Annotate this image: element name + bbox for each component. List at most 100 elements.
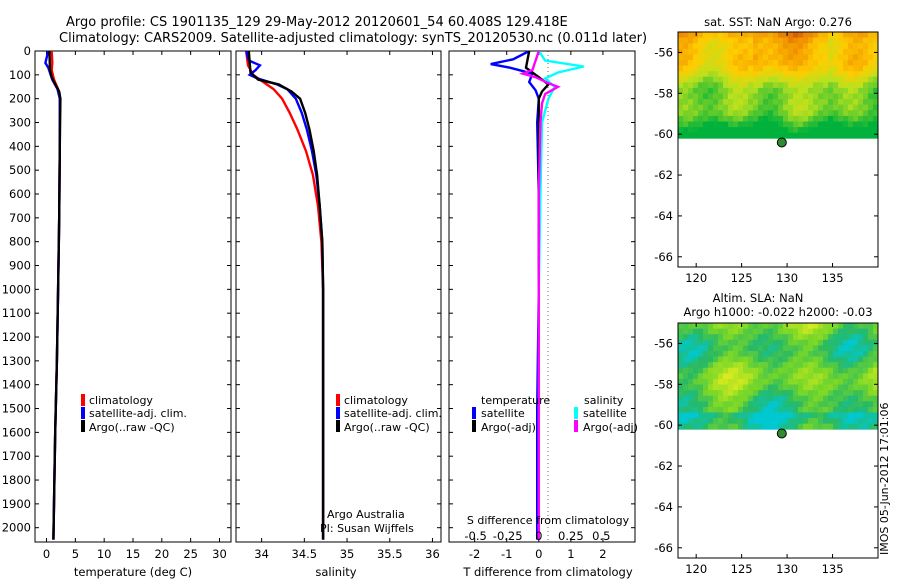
heatmap-cell [758,334,764,341]
heatmap-cell [708,406,714,413]
heatmap-cell [818,350,824,357]
heatmap-cell [738,423,744,430]
heatmap-cell [728,48,734,55]
heatmap-cell [743,65,749,72]
heatmap-cell [678,323,684,329]
s-diff-tick-label: 0.5 [592,529,610,543]
salinity-difference-ticks: -0.5 -0.25 0 0.25 0.5 [464,529,610,543]
heatmap-cell [683,32,689,38]
heatmap-cell [743,323,749,329]
heatmap-cell [783,71,789,78]
heatmap-cell [713,127,719,134]
heatmap-cell [758,350,764,357]
heatmap-cell [828,54,834,61]
heatmap-cell [693,367,699,374]
heatmap-cell [868,87,874,94]
heatmap-cell [768,54,774,61]
heatmap-cell [868,367,874,374]
heatmap-cell [773,412,779,419]
heatmap-cell [688,59,694,66]
heatmap-cell [788,401,794,408]
heatmap-cell [778,395,784,402]
heatmap-cell [708,32,714,38]
heatmap-cell [783,59,789,66]
heatmap-cell [718,104,724,111]
heatmap-cell [773,110,779,117]
heatmap-cell [843,93,849,100]
x-tick-label: 30 [212,547,227,561]
heatmap-cell [808,384,814,391]
heatmap-cell [683,406,689,413]
heatmap-cell [698,423,704,430]
heatmap-cell [773,43,779,50]
heatmap-cell [783,345,789,352]
heatmap-cell [748,43,754,50]
heatmap-cell [743,334,749,341]
heatmap-cell [773,373,779,380]
legend-header-salinity: salinity [584,394,624,407]
heatmap-cell [693,127,699,134]
heatmap-cell [843,373,849,380]
depth-tick-label: 1200 [2,330,31,344]
heatmap-cell [738,339,744,346]
heatmap-cell [783,104,789,111]
heatmap-cell [773,48,779,55]
heatmap-cell [853,323,859,329]
depth-tick-label: 1100 [2,306,31,320]
heatmap-cell [803,412,809,419]
heatmap-cell [813,390,819,397]
heatmap-cell [728,32,734,38]
heatmap-cell [743,59,749,66]
heatmap-cell [838,339,844,346]
heatmap-cell [763,418,769,425]
heatmap-cell [843,127,849,134]
difference-y-ticks [449,50,635,529]
heatmap-cell [788,121,794,128]
heatmap-cell [813,76,819,83]
heatmap-cell [723,395,729,402]
heatmap-cell [848,418,854,425]
heatmap-cell [873,378,879,385]
heatmap-cell [743,395,749,402]
heatmap-cell [743,37,749,44]
temperature-x-axis: 0 5 10 15 20 25 30 [43,51,227,561]
heatmap-cell [748,373,754,380]
heatmap-cell [688,418,694,425]
heatmap-cell [778,59,784,66]
heatmap-cell [848,76,854,83]
heatmap-cell [688,76,694,83]
heatmap-cell [798,384,804,391]
heatmap-cell [818,110,824,117]
heatmap-cell [678,121,684,128]
heatmap-cell [713,43,719,50]
heatmap-cell [713,65,719,72]
lon-tick-label: 135 [822,271,844,285]
heatmap-cell [813,99,819,106]
heatmap-cell [693,99,699,106]
heatmap-cell [828,373,834,380]
heatmap-cell [738,373,744,380]
heatmap-cell [703,54,709,61]
heatmap-cell [818,54,824,61]
heatmap-cell [798,345,804,352]
heatmap-cell [718,390,724,397]
heatmap-cell [773,378,779,385]
heatmap-cell [688,406,694,413]
heatmap-cell [803,110,809,117]
heatmap-cell [838,59,844,66]
s-diff-tick-label: -0.5 [464,529,486,543]
heatmap-cell [793,384,799,391]
heatmap-cell [788,76,794,83]
heatmap-cell [748,323,754,329]
heatmap-cell [763,350,769,357]
heatmap-cell [863,412,869,419]
heatmap-cell [738,65,744,72]
heatmap-cell [818,418,824,425]
heatmap-cell [768,71,774,78]
heatmap-cell [768,401,774,408]
heatmap-cell [683,132,689,139]
annotation-pi: PI: Susan Wijffels [320,522,414,535]
heatmap-cell [868,32,874,38]
lon-tick-label: 120 [685,271,707,285]
heatmap-cell [733,104,739,111]
